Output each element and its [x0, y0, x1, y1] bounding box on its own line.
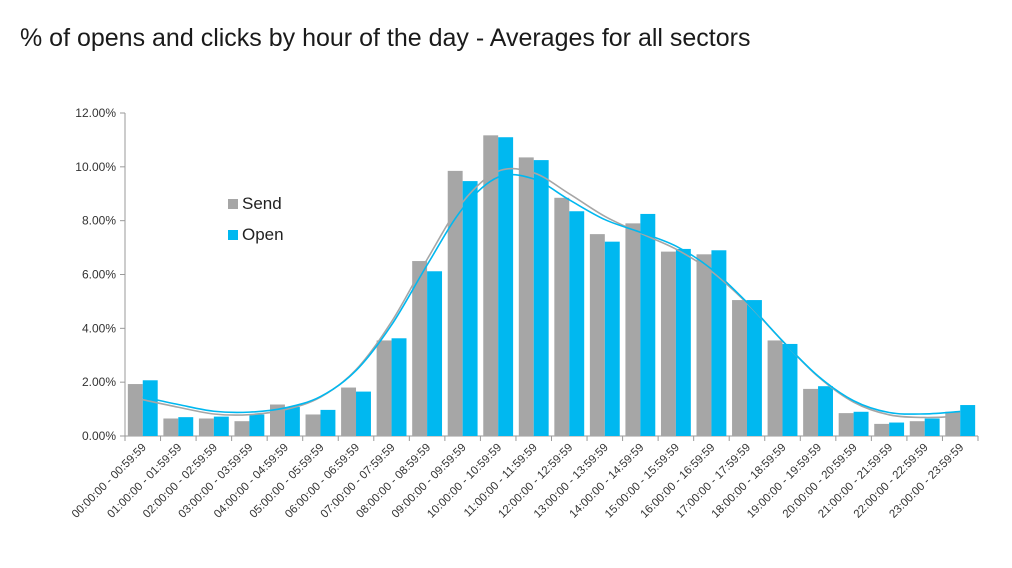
bar-send	[803, 388, 819, 436]
y-tick-label: 0.00%	[82, 429, 116, 443]
bar-send	[376, 340, 392, 436]
bar-open	[960, 405, 976, 436]
bar-send	[838, 413, 854, 436]
bar-open	[746, 300, 762, 436]
y-axis: 0.00% 2.00% 4.00% 6.00% 8.00% 10.00% 12.00%	[75, 106, 126, 443]
trendline-open	[142, 173, 961, 415]
bar-open	[924, 418, 940, 436]
bar-open	[533, 160, 549, 436]
bars	[127, 135, 976, 437]
bar-send	[518, 157, 534, 436]
bar-open	[569, 211, 585, 436]
bar-send	[305, 414, 321, 436]
bar-send	[732, 300, 747, 436]
bar-send	[341, 387, 357, 436]
bar-open	[853, 411, 869, 436]
bar-open	[213, 416, 229, 436]
bar-send	[412, 261, 428, 436]
bar-open	[356, 391, 371, 436]
y-tick-label: 10.00%	[75, 160, 116, 174]
bar-send	[483, 135, 499, 437]
bar-open	[284, 406, 300, 436]
legend-label-send: Send	[242, 194, 282, 213]
y-tick-label: 2.00%	[82, 375, 116, 389]
bar-open	[142, 380, 158, 436]
legend-label-open: Open	[242, 225, 284, 244]
bar-send	[874, 423, 890, 436]
chart-title: % of opens and clicks by hour of the day…	[20, 24, 751, 52]
bar-send	[127, 384, 143, 436]
bar-send	[660, 251, 676, 436]
bar-open	[604, 241, 620, 436]
bar-send	[696, 254, 712, 436]
bar-send	[554, 197, 570, 436]
y-tick-label: 4.00%	[82, 321, 116, 335]
bar-open	[818, 386, 833, 436]
bar-open	[320, 409, 336, 436]
bar-send	[909, 421, 925, 436]
bar-open	[675, 248, 691, 436]
bar-open	[178, 417, 194, 436]
legend: Send Open	[228, 194, 284, 244]
bar-open	[427, 271, 443, 436]
bar-open	[711, 250, 727, 436]
legend-swatch-send	[228, 199, 238, 209]
bar-send	[945, 411, 961, 436]
bar-send	[234, 421, 250, 436]
bar-send	[163, 418, 179, 436]
bar-open	[498, 137, 514, 436]
bar-open	[249, 414, 265, 436]
bar-open	[462, 181, 478, 436]
y-tick-label: 12.00%	[75, 106, 116, 120]
bar-send	[625, 223, 641, 436]
bar-open	[391, 338, 407, 436]
bar-open	[640, 213, 656, 436]
legend-swatch-open	[228, 230, 238, 240]
bar-send	[198, 418, 214, 436]
bar-open	[889, 422, 905, 436]
bar-send	[447, 170, 463, 436]
bar-send	[767, 340, 783, 436]
y-tick-label: 8.00%	[82, 214, 116, 228]
bar-open	[782, 343, 798, 436]
trendlines	[142, 167, 961, 419]
bar-send	[589, 234, 605, 436]
y-tick-label: 6.00%	[82, 268, 116, 282]
